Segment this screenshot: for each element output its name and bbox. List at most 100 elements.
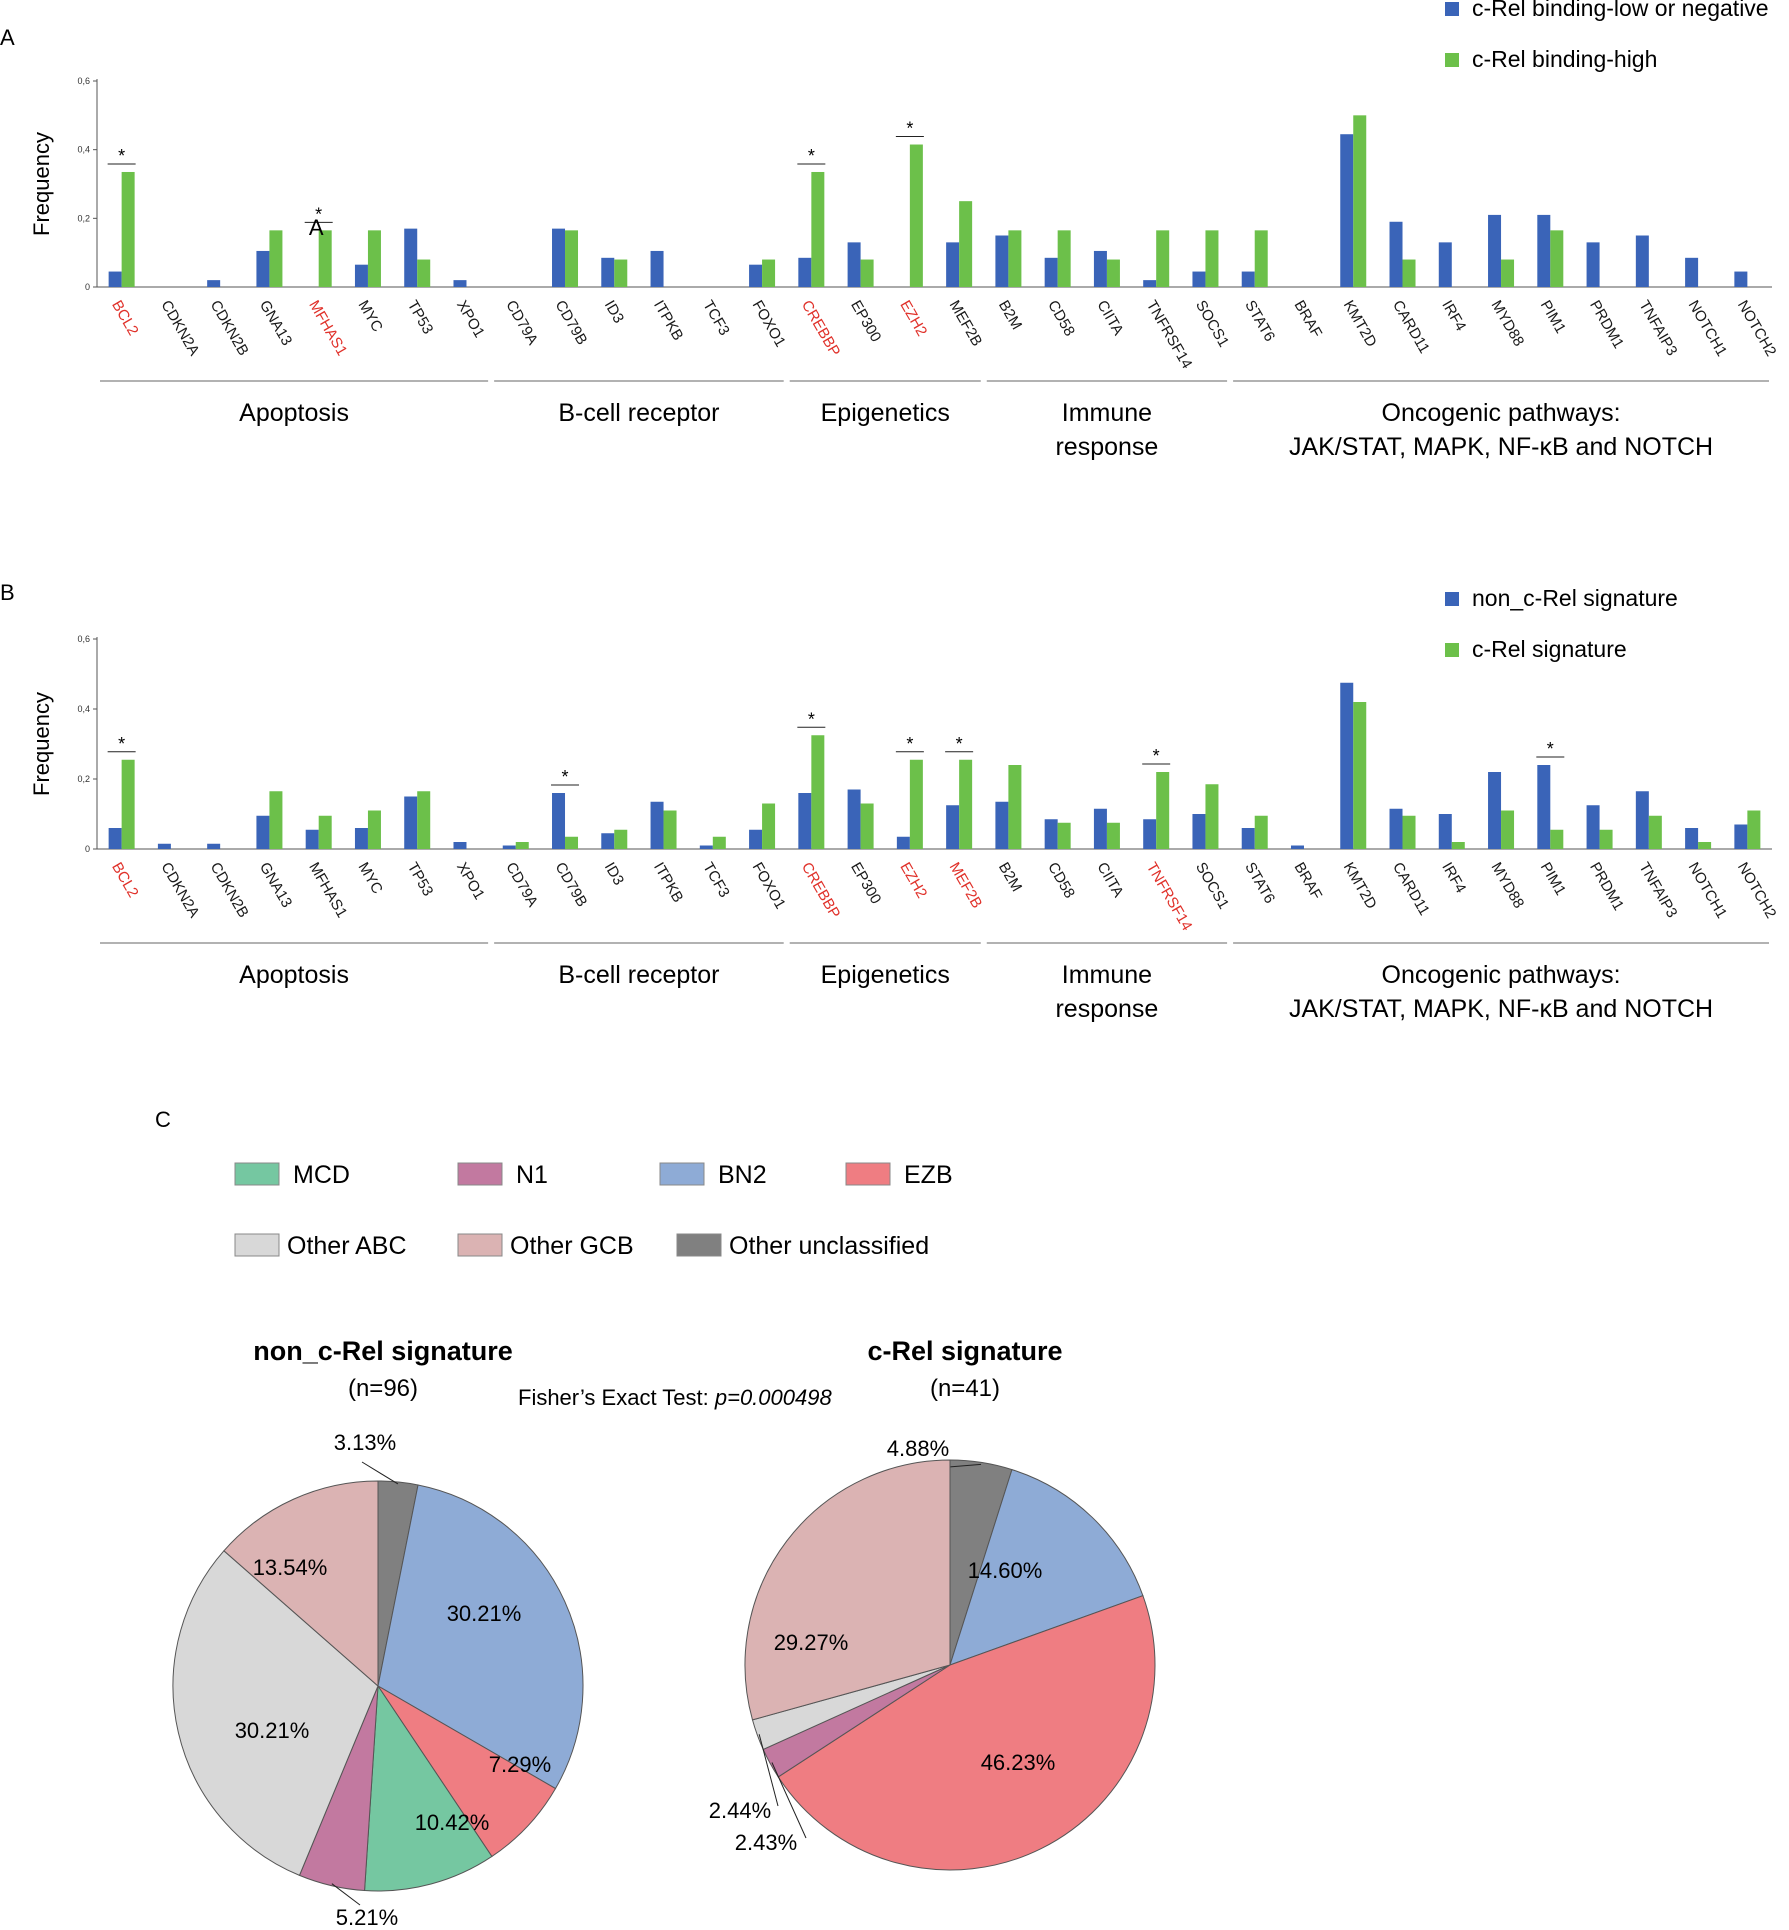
bar-non-c-rel-signature-braf (1290, 845, 1304, 849)
x-tick-label-braf: BRAF (1291, 860, 1326, 903)
bar-non-c-rel-signature-cd58 (1044, 819, 1058, 849)
bar-c-rel-signature-ezh2 (909, 759, 923, 849)
bar-c-rel-binding-low-or-negative-foxo1 (749, 264, 763, 287)
bar-non-c-rel-signature-xpo1 (453, 842, 467, 849)
significance-star: * (808, 709, 815, 729)
bar-c-rel-binding-high-cd79b (565, 230, 579, 287)
bar-non-c-rel-signature-notch2 (1734, 824, 1748, 849)
bar-non-c-rel-signature-tnfrsf14 (1143, 819, 1157, 849)
bar-non-c-rel-signature-kmt2d (1340, 682, 1354, 849)
bar-c-rel-binding-low-or-negative-b2m (995, 235, 1009, 287)
leader-line (771, 1762, 807, 1839)
x-tick-label-notch2: NOTCH2 (1734, 860, 1780, 922)
bar-c-rel-binding-low-or-negative-tnfrsf14 (1143, 280, 1157, 287)
group-label-oncogenic-pathways: Oncogenic pathways: (1382, 961, 1621, 989)
bar-c-rel-signature-ciita (1106, 822, 1120, 849)
x-tick-label-socs1: SOCS1 (1192, 860, 1232, 913)
bar-c-rel-signature-irf4 (1451, 842, 1465, 849)
bar-non-c-rel-signature-tcf3 (699, 845, 713, 849)
pie-slice-bn2 (949, 1468, 1144, 1666)
bar-c-rel-binding-low-or-negative-kmt2d (1340, 134, 1354, 287)
pie-label-ezb: 7.29% (489, 1752, 551, 1777)
bar-c-rel-binding-low-or-negative-notch2 (1734, 271, 1748, 287)
bar-c-rel-binding-low-or-negative-notch1 (1685, 257, 1699, 287)
pie-chart-non-c-rel: 3.13% 30.21% 7.29% 10.42% 5.21% 30.21% 13.54% (172, 1430, 584, 1930)
bar-c-rel-binding-high-ezh2 (909, 144, 923, 287)
bar-non-c-rel-signature-bcl2 (108, 828, 122, 849)
x-tick-label-b2m: B2M (995, 860, 1025, 895)
y-tick-label: 0 (85, 282, 90, 292)
bar-c-rel-signature-id3 (614, 829, 628, 849)
bar-non-c-rel-signature-mfhas1 (305, 829, 319, 849)
x-tick-label-foxo1: FOXO1 (749, 298, 789, 351)
pie-legend: MCD N1 BN2 EZB Other ABC Other GCB Other uncla… (234, 1161, 953, 1260)
bar-c-rel-binding-high-myd88 (1501, 259, 1515, 287)
bar-c-rel-signature-cd79b (565, 836, 579, 849)
bar-non-c-rel-signature-tp53 (404, 796, 418, 849)
x-tick-label-cdkn2b: CDKN2B (207, 298, 252, 359)
bar-c-rel-signature-myd88 (1501, 810, 1515, 849)
significance-star: * (118, 146, 125, 166)
significance-star: * (906, 119, 913, 139)
bar-c-rel-binding-high-mfhas1 (318, 230, 332, 287)
x-tick-label-tcf3: TCF3 (699, 298, 732, 339)
x-tick-label-tp53: TP53 (404, 860, 437, 900)
x-tick-label-cdkn2a: CDKN2A (157, 298, 202, 359)
x-tick-label-notch2: NOTCH2 (1734, 298, 1780, 360)
panel-letter-b: B (0, 580, 15, 605)
bar-c-rel-binding-low-or-negative-card11 (1389, 221, 1403, 287)
legend-swatch-ezb (845, 1162, 891, 1186)
bar-c-rel-binding-low-or-negative-id3 (601, 257, 615, 287)
bar-c-rel-binding-high-crebbp (811, 171, 825, 287)
bar-non-c-rel-signature-ezh2 (896, 836, 910, 849)
legend-label-bn2: BN2 (718, 1161, 767, 1189)
bar-c-rel-binding-low-or-negative-cd58 (1044, 257, 1058, 287)
bar-non-c-rel-signature-gna13 (256, 815, 270, 849)
legend-swatch-bn2 (659, 1162, 705, 1186)
x-tick-label-id3: ID3 (601, 860, 627, 889)
bar-c-rel-binding-high-bcl2 (121, 171, 135, 287)
bar-c-rel-signature-tnfaip3 (1648, 815, 1662, 849)
bar-c-rel-signature-prdm1 (1599, 829, 1613, 849)
bar-non-c-rel-signature-cd79a (502, 845, 516, 849)
pie1-subtitle: (n=96) (348, 1375, 418, 1402)
legend-label-ezb: EZB (904, 1161, 953, 1189)
bar-non-c-rel-signature-ciita (1093, 808, 1107, 849)
bar-c-rel-signature-gna13 (269, 791, 283, 849)
x-tick-label-mfhas1: MFHAS1 (305, 298, 350, 359)
legend-swatch-n1 (457, 1162, 503, 1186)
bar-c-rel-binding-high-id3 (614, 259, 628, 287)
x-tick-label-foxo1: FOXO1 (749, 860, 789, 913)
pie-label-other-gcb: 29.27% (774, 1630, 849, 1655)
x-tick-label-cd58: CD58 (1044, 860, 1078, 902)
bar-c-rel-signature-cd58 (1057, 822, 1071, 849)
bar-c-rel-signature-socs1 (1205, 784, 1219, 849)
x-tick-label-pim1: PIM1 (1537, 298, 1569, 337)
bar-c-rel-signature-notch1 (1698, 842, 1712, 849)
fisher-label: Fisher’s Exact Test: (518, 1385, 715, 1410)
bar-c-rel-signature-notch2 (1747, 810, 1761, 849)
pie1-title: non_c-Rel signature (253, 1336, 513, 1366)
group-label-apoptosis: Apoptosis (239, 961, 349, 989)
y-tick-label: 0 (85, 844, 90, 854)
legend-label-other-unclassified: Other unclassified (729, 1232, 929, 1260)
panel-letter-c: C (155, 1107, 171, 1132)
group-label-apoptosis: Apoptosis (239, 399, 349, 427)
group-label-immune: response (1055, 995, 1158, 1023)
bar-non-c-rel-signature-mef2b (946, 805, 960, 849)
group-label-immune: response (1055, 433, 1158, 461)
bar-non-c-rel-signature-stat6 (1241, 828, 1255, 849)
legend-swatch-other-abc (234, 1233, 280, 1257)
x-tick-label-cdkn2a: CDKN2A (157, 860, 202, 921)
x-tick-label-crebbp: CREBBP (798, 298, 844, 360)
leader-line (361, 1461, 399, 1485)
x-tick-label-gna13: GNA13 (256, 860, 295, 911)
pie-label-bn2: 14.60% (968, 1558, 1043, 1583)
group-label-oncogenic-pathways: JAK/STAT, MAPK, NF-κB and NOTCH (1289, 995, 1713, 1023)
bar-c-rel-binding-high-pim1 (1550, 230, 1564, 287)
x-tick-label-notch1: NOTCH1 (1685, 298, 1731, 360)
x-tick-label-crebbp: CREBBP (798, 860, 844, 922)
x-tick-label-id3: ID3 (601, 298, 627, 327)
significance-star: * (315, 204, 322, 224)
legend-swatch-c-rel-binding-high (1445, 53, 1459, 67)
